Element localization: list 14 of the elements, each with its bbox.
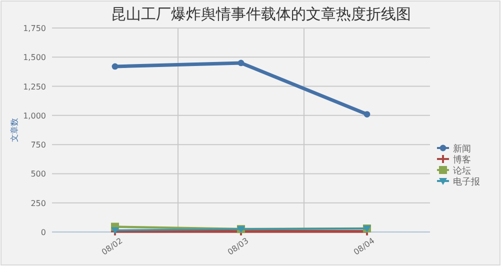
y-tick-label: 1,000 bbox=[23, 111, 46, 120]
legend-label: 电子报 bbox=[453, 176, 480, 188]
y-tick-label: 1,750 bbox=[23, 24, 46, 33]
chart-title: 昆山工厂爆炸舆情事件载体的文章热度折线图 bbox=[111, 5, 411, 23]
y-tick-label: 1,250 bbox=[23, 82, 46, 92]
y-tick-label: 1,500 bbox=[23, 53, 46, 62]
legend-label: 新闻 bbox=[453, 144, 471, 154]
legend-label: 博客 bbox=[453, 154, 471, 166]
y-tick-label: 750 bbox=[30, 140, 46, 150]
y-tick-label: 250 bbox=[30, 198, 46, 208]
legend-label: 论坛 bbox=[453, 166, 471, 176]
y-axis-title: 文章数 bbox=[10, 118, 19, 142]
y-tick-label: 500 bbox=[30, 170, 46, 179]
y-tick-label: 0 bbox=[40, 228, 46, 237]
